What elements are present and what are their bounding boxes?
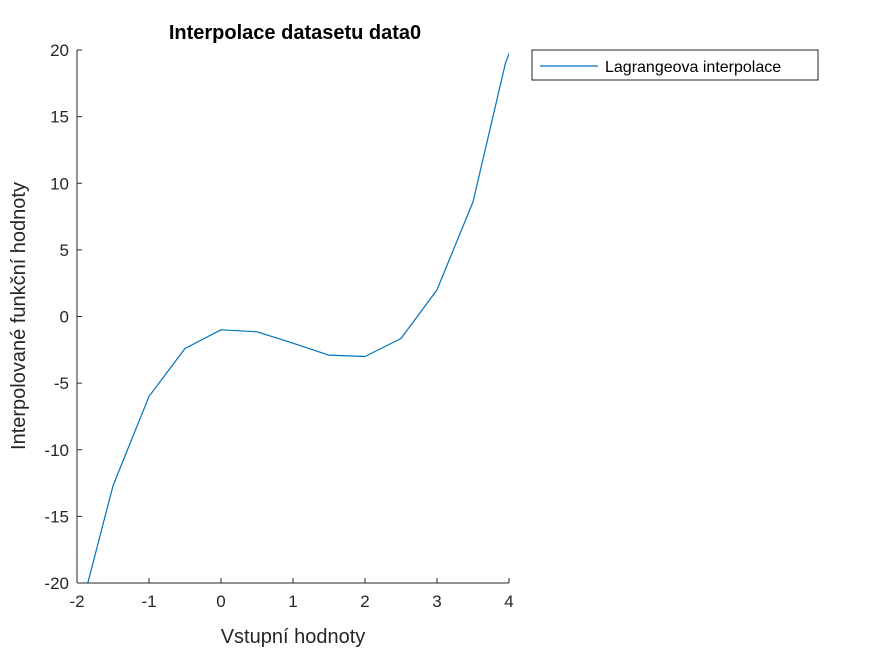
x-tick-label: -2 — [69, 592, 84, 611]
x-tick-label: 4 — [504, 592, 513, 611]
plot-area — [77, 50, 509, 583]
x-tick-label: -1 — [141, 592, 156, 611]
legend-box — [531, 49, 819, 81]
y-tick-label: -20 — [44, 574, 69, 593]
y-tick-label: 5 — [60, 241, 69, 260]
x-tick-label: 0 — [216, 592, 225, 611]
y-tick-label: 20 — [50, 41, 69, 60]
series-line-1 — [87, 52, 509, 583]
x-tick-label: 2 — [360, 592, 369, 611]
y-tick-label: -15 — [44, 507, 69, 526]
legend: Lagrangeova interpolace — [531, 49, 819, 81]
y-tick-label: 15 — [50, 108, 69, 127]
y-axis-title: Interpolované funkční hodnoty — [8, 182, 30, 450]
y-tick-label: -10 — [44, 441, 69, 460]
chart-title: Interpolace datasetu data0 — [169, 22, 421, 44]
x-axis-title: Vstupní hodnoty — [221, 626, 366, 648]
y-tick-label: -5 — [54, 374, 69, 393]
legend-label: Lagrangeova interpolace — [605, 59, 781, 76]
series-group — [87, 52, 509, 583]
x-tick-label: 3 — [432, 592, 441, 611]
y-tick-label: 0 — [60, 308, 69, 327]
x-tick-label: 1 — [288, 592, 297, 611]
y-tick-label: 10 — [50, 174, 69, 193]
